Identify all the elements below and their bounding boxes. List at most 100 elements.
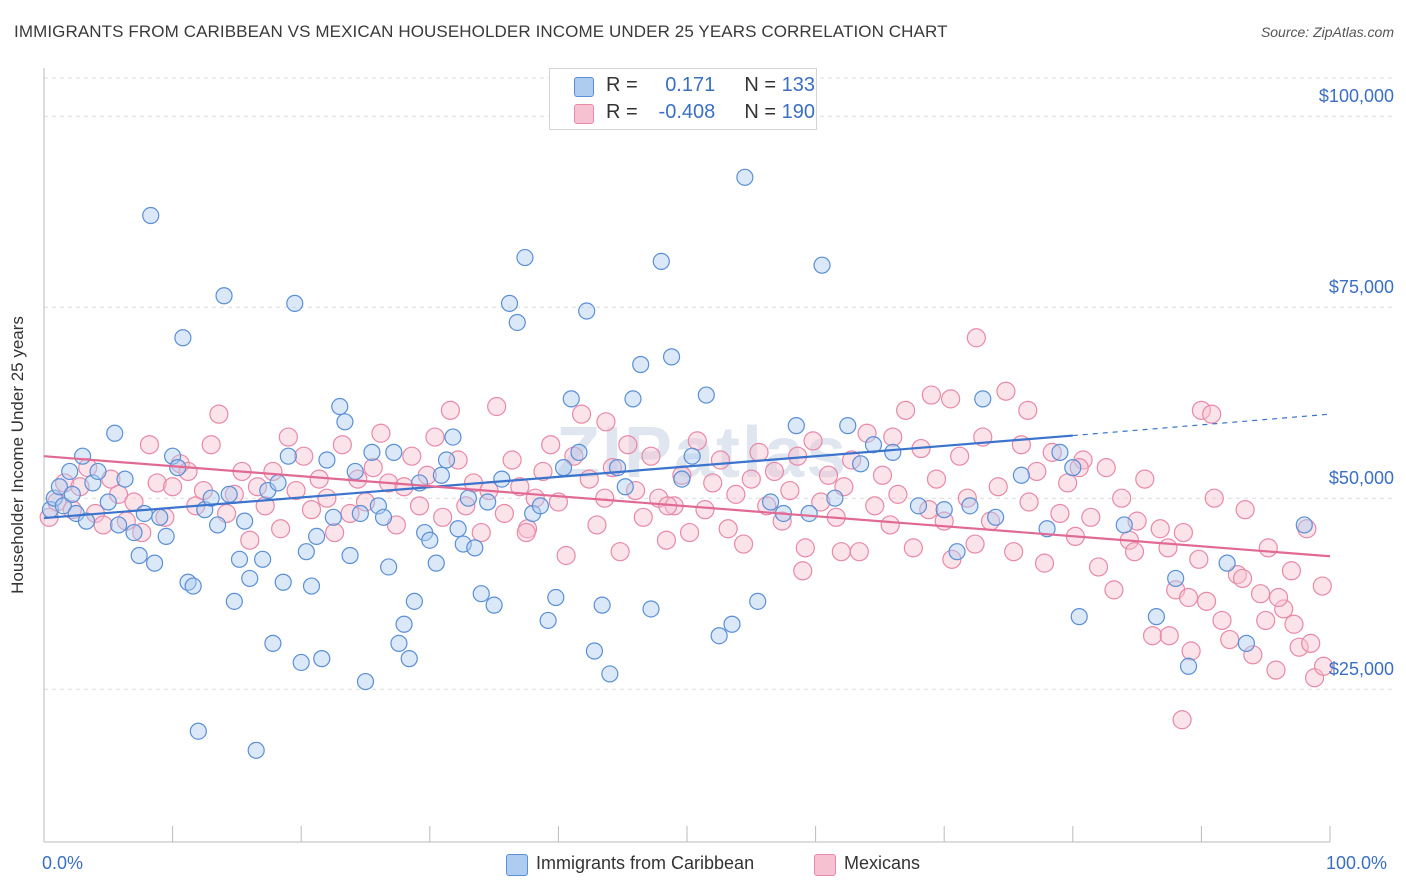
data-point-mexicans xyxy=(1191,400,1212,420)
data-point-caribbean xyxy=(1147,608,1165,626)
data-point-caribbean xyxy=(437,451,456,469)
series-immigrants-from-caribbean xyxy=(41,168,1313,759)
data-point-caribbean xyxy=(157,527,175,546)
data-point-caribbean xyxy=(839,417,857,435)
data-point-caribbean xyxy=(800,504,818,523)
bottom-legend: Immigrants from Caribbean Mexicans xyxy=(0,852,1406,878)
data-point-mexicans xyxy=(888,484,908,504)
data-point-caribbean xyxy=(1064,459,1082,477)
data-point-caribbean xyxy=(961,497,979,515)
data-point-mexicans xyxy=(1284,614,1304,634)
data-point-mexicans xyxy=(883,427,903,447)
data-point-mexicans xyxy=(1196,591,1217,611)
data-point-mexicans xyxy=(1050,503,1070,524)
data-point-caribbean xyxy=(1038,520,1056,538)
x-axis xyxy=(43,68,1331,843)
legend-swatch-pink xyxy=(574,104,594,124)
data-point-mexicans xyxy=(1232,568,1253,589)
data-point-mexicans xyxy=(811,492,831,512)
data-point-mexicans xyxy=(487,396,507,417)
data-point-mexicans xyxy=(1096,458,1116,478)
data-point-caribbean xyxy=(1167,569,1185,588)
data-point-caribbean xyxy=(341,546,359,565)
data-point-mexicans xyxy=(1135,469,1155,489)
data-point-caribbean xyxy=(813,256,831,274)
data-point-mexicans xyxy=(1243,645,1263,665)
data-point-caribbean xyxy=(230,550,249,568)
trend-line-caribbean xyxy=(43,434,1073,520)
legend-n-value: 190 xyxy=(781,101,815,123)
data-point-mexicans xyxy=(710,450,731,470)
data-point-mexicans xyxy=(502,450,522,470)
data-point-mexicans xyxy=(1181,641,1201,661)
data-point-mexicans xyxy=(1250,584,1271,604)
data-point-caribbean xyxy=(61,462,79,481)
data-point-caribbean xyxy=(99,493,117,511)
data-point-mexicans xyxy=(1142,626,1163,646)
data-point-mexicans xyxy=(541,435,561,455)
bottom-legend-swatch-pink xyxy=(814,854,836,876)
data-point-mexicans xyxy=(865,496,885,516)
data-point-caribbean xyxy=(215,287,233,305)
data-point-mexicans xyxy=(587,515,607,535)
data-point-caribbean xyxy=(697,386,715,404)
data-point-caribbean xyxy=(662,348,681,366)
data-point-mexicans xyxy=(921,385,941,405)
data-point-caribbean xyxy=(427,554,445,572)
data-point-caribbean xyxy=(142,206,160,225)
bottom-legend-label: Immigrants from Caribbean xyxy=(536,853,755,873)
data-point-caribbean xyxy=(313,650,331,668)
data-point-mexicans xyxy=(1212,610,1232,631)
data-point-caribbean xyxy=(479,493,497,511)
data-point-caribbean xyxy=(400,650,418,668)
data-point-caribbean xyxy=(308,527,326,546)
data-point-caribbean xyxy=(485,596,503,614)
data-point-mexicans xyxy=(510,477,530,497)
data-point-mexicans xyxy=(1268,587,1289,608)
trend-line-mexicans xyxy=(43,455,1331,558)
data-point-caribbean xyxy=(286,294,304,312)
data-point-caribbean xyxy=(331,397,349,416)
data-point-mexicans xyxy=(1178,587,1199,608)
data-point-mexicans xyxy=(831,542,851,562)
data-point-caribbean xyxy=(935,501,953,519)
data-point-mexicans xyxy=(803,431,823,451)
data-point-caribbean xyxy=(531,497,549,515)
data-point-caribbean xyxy=(578,302,596,320)
data-point-caribbean xyxy=(274,573,292,591)
data-point-mexicans xyxy=(842,450,862,470)
y-tick-label: $25,000 xyxy=(1328,659,1394,679)
data-point-caribbean xyxy=(351,504,369,523)
data-point-caribbean xyxy=(449,520,467,538)
data-point-mexicans xyxy=(340,503,360,524)
data-point-caribbean xyxy=(632,355,650,374)
data-point-caribbean xyxy=(593,596,611,614)
data-point-mexicans xyxy=(733,534,754,554)
data-point-caribbean xyxy=(302,577,321,595)
data-point-caribbean xyxy=(174,329,192,347)
data-point-mexicans xyxy=(1289,637,1309,657)
data-point-mexicans xyxy=(247,477,268,497)
data-point-caribbean xyxy=(601,665,619,683)
data-point-caribbean xyxy=(89,462,107,481)
data-point-mexicans xyxy=(1274,599,1294,619)
data-point-mexicans xyxy=(1058,473,1078,493)
data-point-mexicans xyxy=(139,435,160,455)
data-point-mexicans xyxy=(903,538,923,558)
data-point-caribbean xyxy=(356,672,375,691)
data-point-mexicans xyxy=(818,465,839,485)
data-point-caribbean xyxy=(363,443,381,461)
data-point-mexicans xyxy=(1088,557,1109,577)
data-point-mexicans xyxy=(1173,522,1193,543)
data-point-mexicans xyxy=(679,522,700,543)
data-point-mexicans xyxy=(1202,404,1222,424)
data-point-caribbean xyxy=(202,489,220,507)
data-point-mexicans xyxy=(271,519,291,539)
data-point-mexicans xyxy=(301,500,322,520)
data-point-caribbean xyxy=(508,313,526,332)
data-point-caribbean xyxy=(292,653,310,672)
data-point-mexicans xyxy=(433,507,453,527)
legend-n-label: N = xyxy=(744,101,777,123)
data-point-caribbean xyxy=(50,478,69,496)
data-point-caribbean xyxy=(987,508,1005,526)
